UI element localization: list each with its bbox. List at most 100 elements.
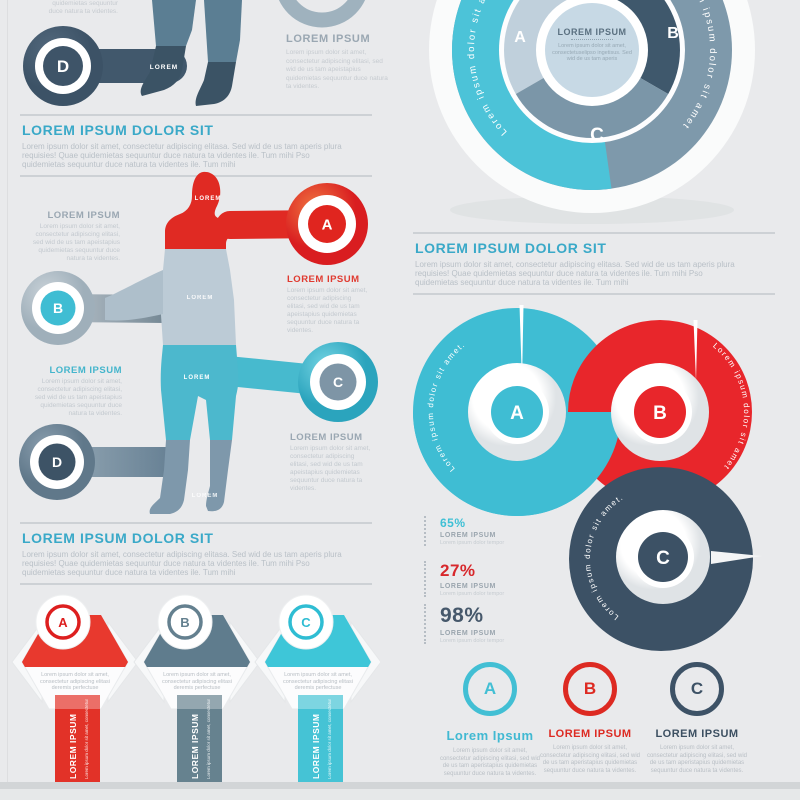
- badge-d-letter: D: [57, 57, 69, 76]
- section-header-2: LOREM IPSUM DOLOR SIT Lorem ipsum dolor …: [20, 522, 372, 585]
- hex-badge-letter: C: [301, 615, 311, 630]
- pie-label-c: C: [590, 125, 604, 146]
- hex-card-a-body: Lorem ipsum dolor sit amet, consectetur …: [39, 672, 110, 691]
- badge-a: A: [286, 183, 368, 265]
- block-title: LOREM IPSUM: [47, 210, 120, 221]
- hex-card-a: LOREM IPSUM Lorem ipsum dolor sit amet, …: [11, 594, 139, 783]
- legend-letter: C: [690, 679, 704, 698]
- swirl-badge-b-letter: B: [653, 403, 667, 424]
- divider: [20, 522, 372, 524]
- top-lorem-block: LOREM IPSUM Lorem ipsum dolor sit amet, …: [286, 33, 394, 92]
- badge-c: C: [298, 342, 378, 422]
- swirl-badge-a: A: [468, 363, 566, 461]
- stat-65: 65% LOREM IPSUM Lorem ipsum dolor tempor: [424, 516, 550, 546]
- stat-value: 27%: [440, 561, 476, 580]
- legend-item-b: B LOREM IPSUM Lorem ipsum dolor sit amet…: [530, 662, 650, 775]
- pie-label-a: A: [514, 29, 526, 46]
- donut-center-body: Lorem ipsum dolor sit amet, consectetuse…: [552, 43, 632, 62]
- section-header-1: LOREM IPSUM DOLOR SIT Lorem ipsum dolor …: [20, 114, 372, 177]
- stat-value: 98%: [440, 604, 484, 627]
- hex-badge: [278, 594, 334, 650]
- figure-arm-left: [105, 270, 163, 321]
- figure-block-left-teal: LOREM IPSUM Lorem ipsum dolor sit amet, …: [30, 366, 122, 418]
- badge-c-letter: C: [333, 374, 343, 390]
- legend-title: LOREM IPSUM: [548, 728, 632, 740]
- figure-head-red: [165, 171, 258, 249]
- stat-label: LOREM IPSUM: [440, 630, 496, 637]
- section-title: LOREM IPSUM DOLOR SIT: [22, 122, 214, 138]
- block-title: LOREM IPSUM: [286, 33, 371, 45]
- ribbon: [177, 695, 222, 783]
- ribbon-sub: Lorem ipsum dolor sit amet, consectetur: [206, 698, 211, 779]
- figure-label-head: LOREM: [195, 196, 222, 202]
- legend-title: Lorem Ipsum: [446, 728, 534, 743]
- section-header-3: LOREM IPSUM DOLOR SIT Lorem ipsum dolor …: [413, 232, 775, 295]
- legend-circle-b-icon: B: [563, 662, 617, 716]
- swirl-badge-c-letter: C: [656, 548, 670, 569]
- person-figure-graphic: LOREM LOREM LOREM LOREM A B C D: [19, 171, 378, 514]
- swirl-graphic: Lorem ipsum dolor sit amet. Lorem ipsum …: [413, 305, 762, 651]
- page-edge-line: [7, 0, 8, 782]
- figure-label-hips: LOREM: [184, 375, 211, 381]
- hex-badge: [35, 594, 91, 650]
- figure-block-right-grey: LOREM IPSUM Lorem ipsum dolor sit amet, …: [290, 433, 374, 493]
- stat-98: 98% LOREM IPSUM Lorem ipsum dolor tempor: [424, 604, 550, 644]
- hex-card-c-body: Lorem ipsum dolor sit amet, consectetur …: [282, 672, 353, 691]
- stat-sub: Lorem ipsum dolor tempor: [440, 540, 505, 546]
- legs-silhouette: [140, 0, 242, 106]
- legend-letter: A: [483, 679, 497, 698]
- section-title: LOREM IPSUM DOLOR SIT: [415, 240, 607, 256]
- ribbon-fold: [55, 695, 100, 709]
- bottom-band: [0, 782, 800, 789]
- stat-label: LOREM IPSUM: [440, 532, 496, 539]
- dotted-divider: [571, 39, 613, 40]
- block-body: Lorem ipsum dolor sit amet, consectetur …: [290, 445, 371, 492]
- top-intro-text: quidemietas sequuntur duce natura ta vid…: [48, 0, 118, 15]
- badge-b-letter: B: [53, 300, 63, 316]
- pin-c-icon: [711, 551, 762, 564]
- section-body: Lorem ipsum dolor sit amet, consectetur …: [22, 142, 342, 169]
- ribbon: [55, 695, 100, 783]
- top-figure-graphic: LOREM D: [23, 0, 366, 106]
- legend-body: Lorem ipsum dolor sit amet, consectetur …: [439, 748, 541, 777]
- figure-block-right-red: LOREM IPSUM Lorem ipsum dolor sit amet, …: [287, 275, 371, 335]
- figure-torso: [160, 249, 236, 345]
- section-body: Lorem ipsum dolor sit amet, consectetur …: [415, 260, 735, 287]
- figure-label-torso: LOREM: [187, 295, 214, 301]
- hex-badge-letter: A: [58, 615, 68, 630]
- figure-leg-right: [206, 440, 232, 512]
- ribbon-sub: Lorem ipsum dolor sit amet, consectetur: [84, 698, 89, 779]
- divider: [413, 293, 775, 295]
- ribbon-sub: Lorem ipsum dolor sit amet, consectetur: [327, 698, 332, 779]
- hex-badge: [157, 594, 213, 650]
- legend-letter: B: [583, 679, 597, 698]
- hex-card-b: LOREM IPSUM Lorem ipsum dolor sit amet, …: [133, 594, 261, 783]
- legend-circle-c-icon: C: [670, 662, 724, 716]
- legend-title: LOREM IPSUM: [655, 728, 739, 740]
- stat-label: LOREM IPSUM: [440, 583, 496, 590]
- swirl-disc-a-lower: [413, 412, 621, 516]
- hex-card-b-body: Lorem ipsum dolor sit amet, consectetur …: [161, 672, 232, 691]
- swirl-badge-c: C: [616, 510, 710, 604]
- ribbon-fold: [298, 695, 343, 709]
- block-body: Lorem ipsum dolor sit amet, consectetur …: [32, 223, 120, 262]
- swirl-badge-b: B: [611, 363, 709, 461]
- pin-b-icon: [693, 320, 698, 381]
- hex-card-c: LOREM IPSUM Lorem ipsum dolor sit amet, …: [254, 594, 380, 783]
- figure-label-legs: LOREM: [192, 493, 219, 499]
- stat-27: 27% LOREM IPSUM Lorem ipsum dolor tempor: [424, 561, 550, 597]
- divider: [413, 232, 775, 234]
- legend-body: Lorem ipsum dolor sit amet, consectetur …: [646, 745, 748, 774]
- block-body: Lorem ipsum dolor sit amet, consectetur …: [287, 287, 368, 334]
- person-silhouette: [105, 171, 258, 514]
- section-body: Lorem ipsum dolor sit amet, consectetur …: [22, 550, 342, 577]
- hex-cards-graphic: LOREM IPSUM Lorem ipsum dolor sit amet, …: [11, 594, 380, 783]
- ribbon-title: LOREM IPSUM: [68, 714, 78, 779]
- badge-d-letter: D: [52, 454, 62, 470]
- badge-d: D: [19, 424, 95, 500]
- divider: [20, 583, 372, 585]
- donut-center-disc: [545, 3, 639, 97]
- stat-value: 65%: [440, 516, 466, 530]
- section-title: LOREM IPSUM DOLOR SIT: [22, 530, 214, 546]
